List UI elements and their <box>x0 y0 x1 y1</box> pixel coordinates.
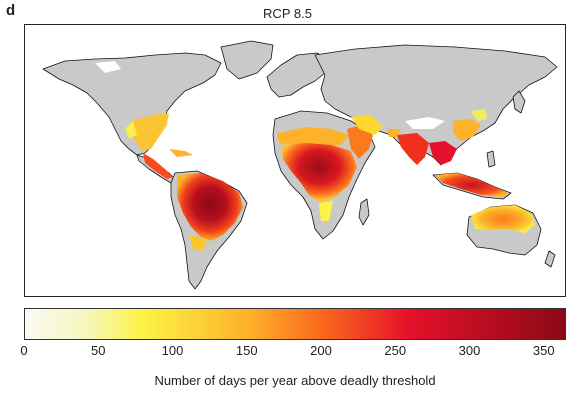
europe-shape <box>266 52 332 98</box>
tick-label: 300 <box>458 343 481 358</box>
japan-shape <box>512 90 526 114</box>
heat-australia <box>471 205 535 233</box>
panel-letter: d <box>6 2 16 19</box>
heat-horn-of-africa <box>347 125 373 159</box>
heat-southeast-usa <box>131 113 169 151</box>
heat-overlays <box>95 61 535 251</box>
heat-india <box>397 133 429 165</box>
greenland-shape <box>220 40 274 80</box>
heat-central-africa <box>281 143 357 203</box>
world-map-svg <box>42 40 558 290</box>
tick-label: 250 <box>384 343 407 358</box>
colorbar-gradient <box>25 309 565 339</box>
heat-amazon <box>177 173 243 241</box>
tick-label: 100 <box>161 343 184 358</box>
heat-west-africa <box>277 127 349 147</box>
tick-label: 0 <box>20 343 28 358</box>
colorbar <box>24 308 566 340</box>
tick-label: 150 <box>235 343 258 358</box>
map-title: RCP 8.5 <box>263 6 312 21</box>
north-america-shape <box>42 52 222 156</box>
heat-indonesia <box>435 173 509 197</box>
world-map <box>24 24 566 297</box>
madagascar-shape <box>358 198 370 226</box>
philippines-shape <box>486 150 496 168</box>
tick-label: 200 <box>310 343 332 358</box>
new-zealand-shape <box>544 250 556 268</box>
tick-label: 350 <box>532 343 555 358</box>
tick-label: 50 <box>91 343 106 358</box>
heat-southeast-asia <box>429 141 457 165</box>
colorbar-ticks: 0 50 100 150 200 250 300 350 <box>20 343 566 363</box>
colorbar-label: Number of days per year above deadly thr… <box>154 373 436 388</box>
heat-arabia <box>351 115 383 135</box>
heat-central-america <box>143 153 173 179</box>
